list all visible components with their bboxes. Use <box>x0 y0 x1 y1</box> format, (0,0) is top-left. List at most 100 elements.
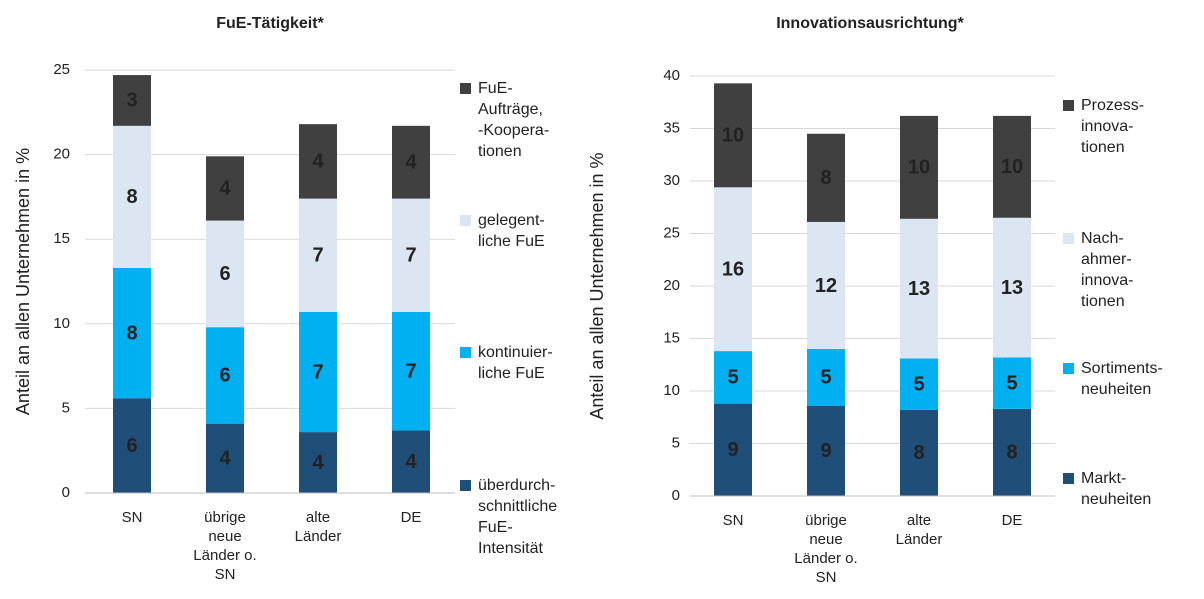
data-label: 13 <box>908 278 930 300</box>
legend-label: Prozess- innova- tionen <box>1081 97 1145 156</box>
bar-segment <box>714 403 752 496</box>
y-tick-label: 15 <box>663 329 680 346</box>
bar-segment <box>299 124 337 199</box>
data-label: 5 <box>1006 372 1017 394</box>
bar-segment <box>807 349 845 406</box>
data-label: 12 <box>815 275 837 297</box>
bar-segment <box>714 187 752 352</box>
y-tick-label: 20 <box>53 146 70 163</box>
bar-segment <box>993 115 1031 218</box>
bar-segment <box>807 405 845 496</box>
bar-segment <box>807 133 845 222</box>
bar-segment <box>714 83 752 188</box>
legend-label: überdurch- schnittliche FuE- Intensität <box>478 477 558 557</box>
bar-segment <box>299 311 337 433</box>
x-tick-label: DE <box>400 509 422 526</box>
bar-segment <box>113 398 151 493</box>
data-label: 4 <box>312 452 324 474</box>
legend-swatch <box>1063 100 1074 111</box>
y-axis-title: Anteil an allen Unternehmen in % <box>13 148 33 415</box>
data-label: 7 <box>312 245 323 267</box>
data-label: 4 <box>219 448 231 470</box>
chart-title: Innovationsausrichtung* <box>776 15 964 32</box>
data-label: 4 <box>219 178 231 200</box>
legend-label: FuE- Aufträge, -Koopera- tionen <box>478 80 550 160</box>
y-tick-label: 5 <box>672 434 680 451</box>
bar-segment <box>206 220 244 328</box>
bar-segment <box>113 267 151 399</box>
bar-segment <box>392 125 430 199</box>
bar-segment <box>206 423 244 493</box>
legend-label: Markt- neuheiten <box>1081 470 1152 508</box>
data-label: 8 <box>1006 442 1017 464</box>
x-tick-label: SN <box>722 512 744 529</box>
bar-segment <box>900 409 938 496</box>
y-tick-label: 40 <box>663 67 680 84</box>
data-label: 5 <box>820 367 831 389</box>
x-tick-label: alte Länder <box>895 512 943 548</box>
chart-title: FuE-Tätigkeit* <box>216 15 324 32</box>
legend-label: gelegent- liche FuE <box>478 212 545 250</box>
data-label: 6 <box>219 365 230 387</box>
y-axis-title: Anteil an allen Unternehmen in % <box>587 152 607 419</box>
data-label: 5 <box>727 367 738 389</box>
data-label: 8 <box>913 442 924 464</box>
x-tick-label: übrige neue Länder o. SN <box>193 509 257 583</box>
data-label: 4 <box>405 151 417 173</box>
data-label: 8 <box>126 322 137 344</box>
data-label: 5 <box>913 373 924 395</box>
bar-segment <box>807 221 845 349</box>
data-label: 8 <box>820 167 831 189</box>
y-tick-label: 15 <box>53 230 70 247</box>
legend-swatch <box>1063 473 1074 484</box>
data-label: 3 <box>126 90 137 112</box>
data-label: 7 <box>312 361 323 383</box>
data-label: 8 <box>126 186 137 208</box>
data-label: 10 <box>722 125 744 147</box>
x-tick-label: übrige neue Länder o. SN <box>794 512 858 586</box>
legend-swatch <box>1063 363 1074 374</box>
x-tick-label: SN <box>121 509 143 526</box>
bar-segment <box>993 408 1031 496</box>
bar-segment <box>299 432 337 493</box>
legend-swatch <box>460 215 471 226</box>
bar-segment <box>993 217 1031 358</box>
data-label: 6 <box>126 435 137 457</box>
legend-swatch <box>460 347 471 358</box>
bar-segment <box>392 311 430 431</box>
data-label: 7 <box>405 360 416 382</box>
y-tick-label: 25 <box>663 224 680 241</box>
x-tick-label: alte Länder <box>294 509 342 545</box>
data-label: 16 <box>722 258 744 280</box>
data-label: 10 <box>908 157 930 179</box>
legend-swatch <box>460 83 471 94</box>
data-label: 9 <box>820 440 831 462</box>
data-label: 9 <box>727 439 738 461</box>
bar-segment <box>714 351 752 404</box>
bar-segment <box>299 198 337 312</box>
legend-swatch <box>1063 233 1074 244</box>
bar-segment <box>900 358 938 410</box>
bar-segment <box>206 156 244 221</box>
bar-segment <box>392 198 430 312</box>
data-label: 6 <box>219 263 230 285</box>
y-tick-label: 25 <box>53 61 70 78</box>
data-label: 13 <box>1001 277 1023 299</box>
y-tick-label: 20 <box>663 277 680 294</box>
y-tick-label: 10 <box>53 315 70 332</box>
x-tick-label: DE <box>1001 512 1023 529</box>
y-tick-label: 30 <box>663 172 680 189</box>
y-tick-label: 0 <box>62 484 70 501</box>
y-tick-label: 10 <box>663 382 680 399</box>
data-label: 10 <box>1001 156 1023 178</box>
data-label: 7 <box>405 245 416 267</box>
data-label: 4 <box>405 451 417 473</box>
legend-label: Sortiments- neuheiten <box>1081 360 1163 398</box>
legend-swatch <box>460 480 471 491</box>
bar-segment <box>993 357 1031 409</box>
legend-label: Nach- ahmer- innova- tionen <box>1081 230 1134 310</box>
bar-segment <box>392 430 430 493</box>
bar-segment <box>900 115 938 219</box>
